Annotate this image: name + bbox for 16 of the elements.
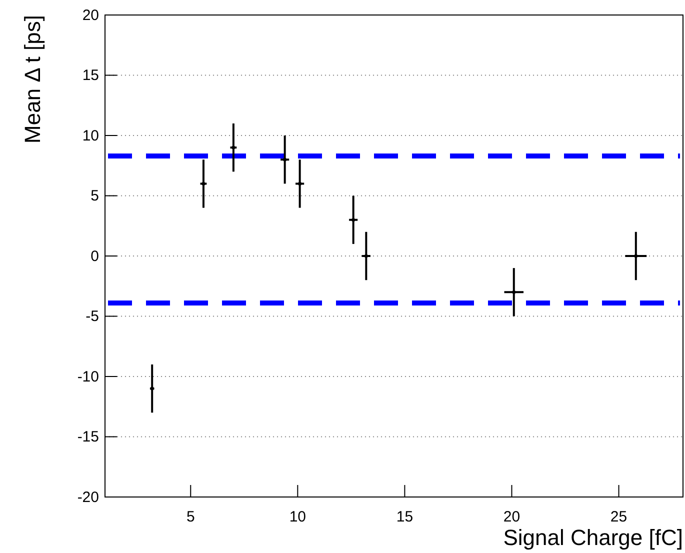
- y-tick-label: -10: [77, 368, 99, 386]
- y-tick-label: 10: [82, 127, 99, 144]
- y-tick-label: 5: [90, 188, 99, 205]
- x-tick-label: 20: [503, 508, 520, 526]
- x-axis-title: Signal Charge [fC]: [503, 525, 683, 550]
- y-tick-label: 15: [82, 67, 99, 84]
- y-tick-label: 0: [90, 248, 99, 265]
- x-tick-label: 5: [186, 508, 195, 526]
- y-tick-label: -20: [77, 488, 99, 506]
- y-axis-title: Mean Δ t [ps]: [20, 15, 45, 144]
- x-tick-label: 25: [610, 508, 628, 526]
- y-tick-label: -15: [77, 428, 99, 446]
- y-tick-label: -5: [86, 308, 99, 326]
- x-tick-label: 15: [396, 508, 414, 526]
- y-tick-label: 20: [82, 6, 99, 24]
- x-tick-label: 10: [289, 508, 306, 526]
